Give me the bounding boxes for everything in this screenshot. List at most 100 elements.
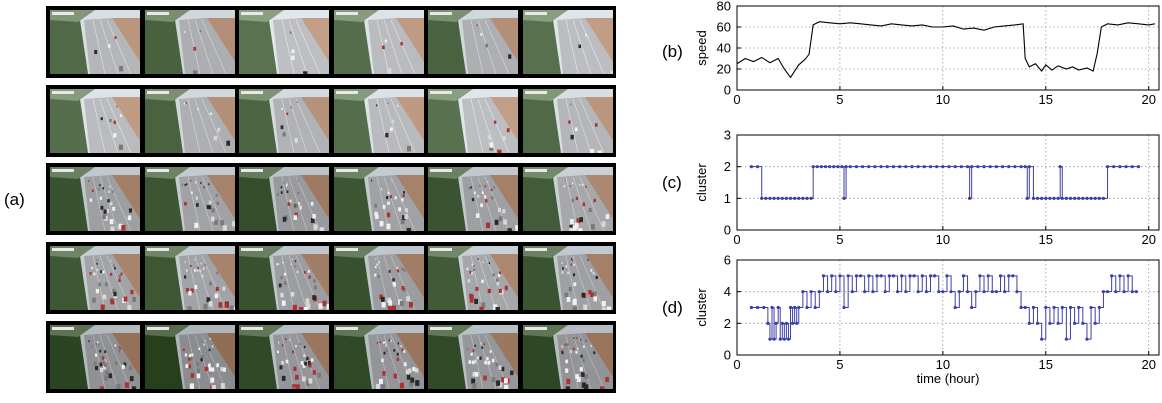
data-point bbox=[947, 165, 951, 169]
data-point bbox=[793, 305, 797, 310]
y-tick-label: 60 bbox=[717, 20, 731, 35]
data-point bbox=[994, 290, 998, 294]
plot-frame bbox=[736, 5, 1160, 91]
data-point bbox=[793, 196, 797, 200]
data-point bbox=[1081, 321, 1085, 325]
data-point bbox=[772, 196, 776, 200]
y-axis-label: speed bbox=[694, 30, 709, 65]
data-point bbox=[1073, 196, 1077, 200]
image-row bbox=[46, 6, 616, 78]
camera-frame bbox=[334, 89, 424, 153]
data-point bbox=[801, 196, 805, 200]
data-point bbox=[1122, 290, 1126, 294]
data-point bbox=[1097, 196, 1101, 200]
x-tick-label: 10 bbox=[936, 357, 950, 372]
data-point bbox=[1089, 305, 1093, 310]
data-point bbox=[755, 305, 760, 310]
data-point bbox=[762, 305, 766, 310]
data-point bbox=[916, 165, 920, 169]
panel-label-b: (b) bbox=[662, 42, 683, 61]
data-point bbox=[1011, 274, 1015, 278]
camera-frame bbox=[145, 325, 235, 389]
data-point bbox=[805, 196, 809, 200]
x-tick-label: 0 bbox=[733, 357, 740, 372]
data-point bbox=[1105, 165, 1110, 169]
data-point bbox=[1056, 196, 1060, 200]
data-point bbox=[1118, 274, 1122, 278]
data-point bbox=[817, 290, 821, 294]
data-point bbox=[1085, 337, 1089, 341]
data-point bbox=[908, 274, 912, 278]
data-point bbox=[928, 274, 933, 278]
camera-frame bbox=[428, 325, 518, 389]
traffic-image-grid bbox=[46, 6, 616, 394]
data-point bbox=[933, 274, 937, 278]
data-point bbox=[1105, 290, 1110, 294]
y-tick-label: 0 bbox=[724, 83, 731, 98]
data-point bbox=[871, 290, 875, 294]
data-point bbox=[1003, 290, 1007, 294]
data-point bbox=[768, 196, 772, 200]
data-point bbox=[784, 196, 789, 200]
data-point bbox=[935, 165, 939, 169]
data-point bbox=[910, 165, 914, 169]
data-point bbox=[982, 290, 986, 294]
data-point bbox=[957, 290, 961, 294]
data-point bbox=[990, 290, 994, 294]
data-point bbox=[834, 290, 838, 294]
data-point bbox=[780, 321, 784, 325]
data-point bbox=[949, 290, 953, 294]
data-point bbox=[772, 337, 776, 341]
data-point bbox=[780, 196, 784, 200]
camera-frame bbox=[145, 246, 235, 310]
camera-frame bbox=[145, 10, 235, 74]
data-point bbox=[809, 290, 813, 294]
camera-frame bbox=[523, 167, 613, 231]
data-point bbox=[922, 165, 926, 169]
data-point bbox=[1124, 165, 1128, 169]
data-point bbox=[786, 337, 791, 341]
x-tick-label: 0 bbox=[733, 92, 740, 107]
data-point bbox=[863, 290, 867, 294]
data-point bbox=[1015, 290, 1019, 294]
data-point bbox=[1068, 305, 1073, 310]
data-point bbox=[844, 165, 848, 169]
data-point bbox=[1081, 196, 1085, 200]
y-tick-label: 4 bbox=[724, 284, 731, 299]
data-point bbox=[953, 165, 957, 169]
data-point bbox=[1048, 196, 1052, 200]
x-tick-label: 15 bbox=[1039, 357, 1053, 372]
data-point bbox=[982, 165, 986, 169]
y-tick-label: 1 bbox=[724, 191, 731, 206]
series-line bbox=[736, 21, 1155, 79]
data-point bbox=[1130, 290, 1134, 294]
data-point bbox=[1134, 290, 1138, 294]
y-tick-label: 20 bbox=[717, 62, 731, 77]
camera-frame bbox=[50, 89, 140, 153]
data-point bbox=[830, 274, 834, 278]
data-point bbox=[920, 274, 924, 278]
data-point bbox=[811, 165, 815, 169]
y-tick-label: 6 bbox=[724, 253, 731, 268]
data-point bbox=[895, 290, 900, 294]
data-point bbox=[749, 305, 754, 310]
camera-frame bbox=[239, 246, 329, 310]
data-point bbox=[1035, 196, 1040, 200]
data-point bbox=[873, 165, 877, 169]
data-point bbox=[840, 165, 844, 169]
data-point bbox=[836, 165, 840, 169]
y-tick-label: 40 bbox=[717, 41, 731, 56]
camera-frame bbox=[428, 246, 518, 310]
data-point bbox=[986, 274, 990, 278]
camera-frame bbox=[334, 167, 424, 231]
data-point bbox=[1093, 196, 1097, 200]
data-point bbox=[1027, 321, 1031, 325]
image-row bbox=[46, 321, 616, 393]
camera-frame bbox=[239, 10, 329, 74]
data-point bbox=[1040, 337, 1044, 341]
data-point bbox=[1101, 290, 1106, 294]
data-point bbox=[828, 165, 832, 169]
camera-frame bbox=[428, 89, 518, 153]
data-point bbox=[850, 290, 854, 294]
